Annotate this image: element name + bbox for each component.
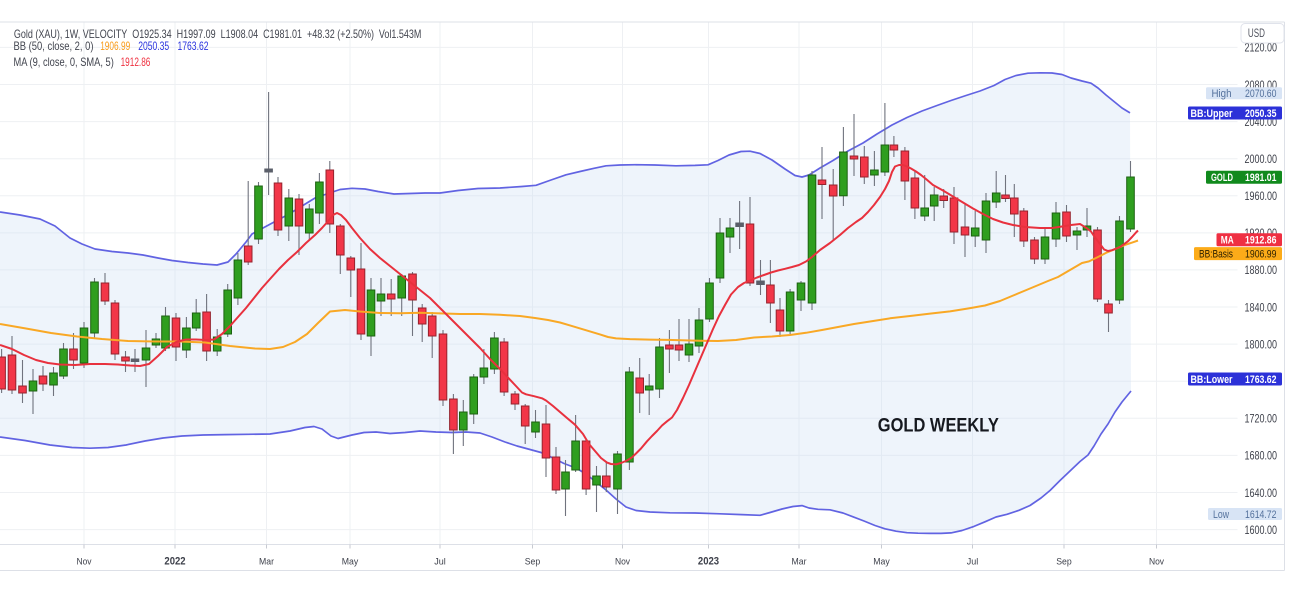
- svg-text:BB:Lower: BB:Lower: [1191, 374, 1234, 386]
- svg-text:1800.00: 1800.00: [1245, 337, 1278, 351]
- svg-text:1600.00: 1600.00: [1245, 523, 1278, 537]
- svg-text:MA (9, close, 0, SMA, 5): MA (9, close, 0, SMA, 5): [14, 55, 114, 69]
- svg-text:1912.86: 1912.86: [1245, 235, 1277, 247]
- svg-text:2070.60: 2070.60: [1245, 88, 1277, 100]
- svg-text:1981.01: 1981.01: [1245, 172, 1277, 184]
- svg-text:1912.86: 1912.86: [121, 55, 151, 69]
- svg-text:2050.35: 2050.35: [138, 39, 169, 53]
- svg-text:2022: 2022: [164, 556, 185, 568]
- svg-text:2120.00: 2120.00: [1245, 41, 1278, 55]
- svg-text:Mar: Mar: [792, 557, 808, 568]
- svg-text:1880.00: 1880.00: [1245, 263, 1278, 277]
- svg-text:1680.00: 1680.00: [1245, 449, 1278, 463]
- svg-text:Jul: Jul: [434, 557, 446, 568]
- svg-text:May: May: [873, 557, 890, 568]
- svg-text:1960.00: 1960.00: [1245, 189, 1278, 203]
- svg-text:Sep: Sep: [1056, 557, 1072, 568]
- svg-text:Nov: Nov: [615, 557, 630, 568]
- svg-text:2050.35: 2050.35: [1245, 108, 1277, 120]
- svg-text:GOLD: GOLD: [1211, 172, 1233, 184]
- svg-text:1720.00: 1720.00: [1245, 412, 1278, 426]
- svg-text:1763.62: 1763.62: [1245, 374, 1277, 386]
- svg-text:Nov: Nov: [76, 557, 91, 568]
- svg-text:1906.99: 1906.99: [100, 39, 130, 53]
- svg-text:BB:Basis: BB:Basis: [1199, 249, 1233, 261]
- svg-text:GOLD WEEKLY: GOLD WEEKLY: [878, 416, 999, 437]
- svg-text:1906.99: 1906.99: [1245, 249, 1277, 261]
- svg-text:MA: MA: [1221, 235, 1234, 247]
- svg-text:USD: USD: [1248, 28, 1265, 40]
- svg-text:1614.72: 1614.72: [1245, 509, 1277, 521]
- svg-text:High: High: [1212, 88, 1232, 100]
- svg-text:2023: 2023: [698, 556, 719, 568]
- svg-text:1840.00: 1840.00: [1245, 300, 1278, 314]
- svg-text:Mar: Mar: [259, 557, 275, 568]
- svg-text:Nov: Nov: [1149, 557, 1164, 568]
- svg-text:BB (50, close, 2, 0): BB (50, close, 2, 0): [14, 39, 94, 53]
- svg-text:May: May: [342, 557, 359, 568]
- svg-text:Gold (XAU), 1W, VELOCITY O192: Gold (XAU), 1W, VELOCITY O1925.34 H1997.…: [14, 27, 422, 41]
- svg-text:Low: Low: [1213, 509, 1229, 521]
- svg-text:BB:Upper: BB:Upper: [1191, 108, 1234, 120]
- svg-text:2000.00: 2000.00: [1245, 152, 1278, 166]
- svg-text:Sep: Sep: [525, 557, 541, 568]
- svg-text:Jul: Jul: [967, 557, 979, 568]
- svg-text:1763.62: 1763.62: [178, 39, 209, 53]
- svg-text:1640.00: 1640.00: [1245, 486, 1278, 500]
